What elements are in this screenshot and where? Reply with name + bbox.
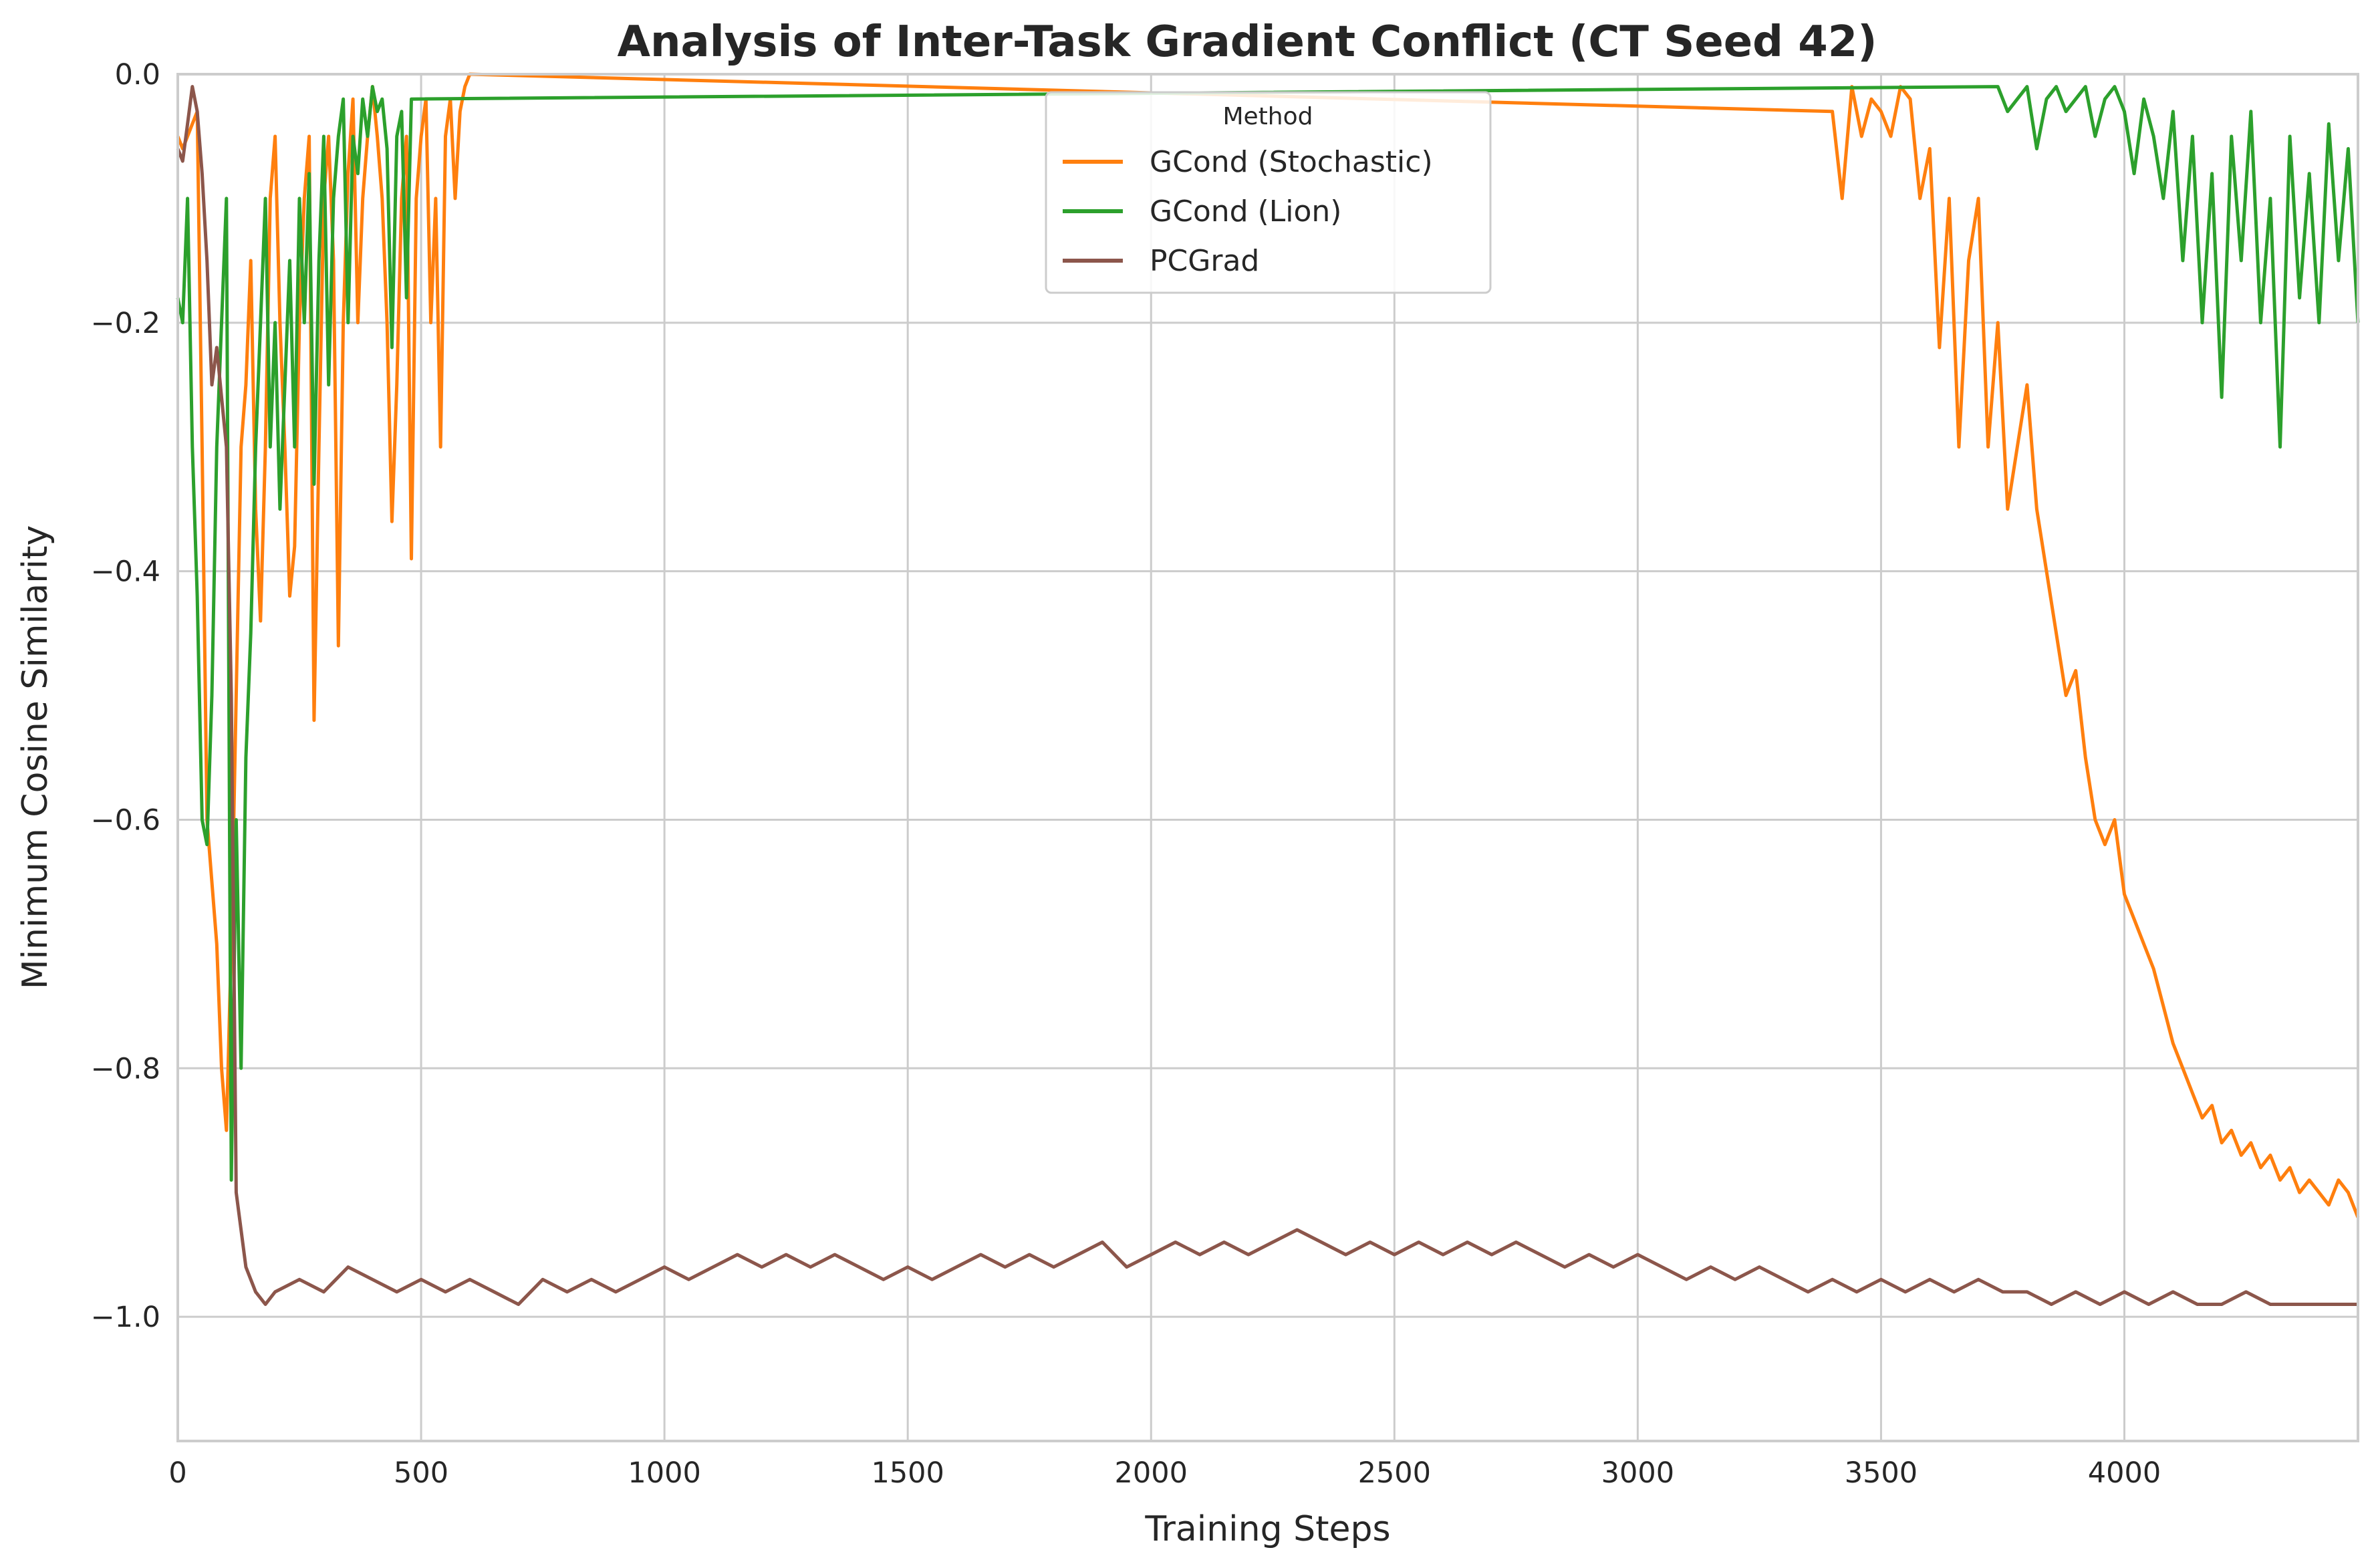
- y-tick-label: −0.2: [91, 307, 160, 340]
- y-tick-label: −0.8: [91, 1052, 160, 1085]
- plot-frame: [176, 73, 2359, 1442]
- y-tick-label: −0.4: [91, 555, 160, 589]
- x-tick-label: 2000: [1115, 1456, 1188, 1490]
- legend-items: GCond (Stochastic) GCond (Lion) PCGrad: [1063, 145, 1433, 278]
- legend-label: GCond (Lion): [1150, 194, 1341, 229]
- x-tick-label: 1000: [628, 1456, 700, 1490]
- y-tick-label: −1.0: [91, 1301, 160, 1334]
- series-line-pcgrad: [176, 85, 2358, 1306]
- series-lines: [176, 72, 2360, 1306]
- x-tick-label: 2500: [1358, 1456, 1431, 1490]
- x-axis-label: Training Steps: [1144, 1509, 1390, 1549]
- y-tick-label: 0.0: [115, 58, 160, 92]
- legend: Method GCond (Stochastic) GCond (Lion) PCG…: [1045, 91, 1492, 294]
- y-axis-label: Minimum Cosine Similarity: [15, 525, 55, 990]
- x-tick-label: 500: [394, 1456, 448, 1490]
- x-tick-label: 3500: [1845, 1456, 1918, 1490]
- series-line-gcond-stochastic: [176, 72, 2360, 1218]
- series-line-gcond-lion: [176, 85, 2360, 1182]
- tick-labels: 0 500 1000 1500 2000 2500 3000 3500 4000 0.0 −0.2 −…: [91, 58, 2161, 1490]
- x-tick-label: 0: [168, 1456, 186, 1490]
- legend-label: PCGrad: [1150, 244, 1259, 278]
- legend-title: Method: [1222, 103, 1313, 130]
- x-tick-label: 3000: [1601, 1456, 1674, 1490]
- y-tick-label: −0.6: [91, 803, 160, 837]
- x-tick-label: 1500: [871, 1456, 944, 1490]
- legend-box: [1045, 91, 1492, 294]
- x-tick-label: 4000: [2088, 1456, 2161, 1490]
- chart-title: Analysis of Inter-Task Gradient Conflict…: [617, 17, 1877, 67]
- legend-label: GCond (Stochastic): [1150, 145, 1433, 179]
